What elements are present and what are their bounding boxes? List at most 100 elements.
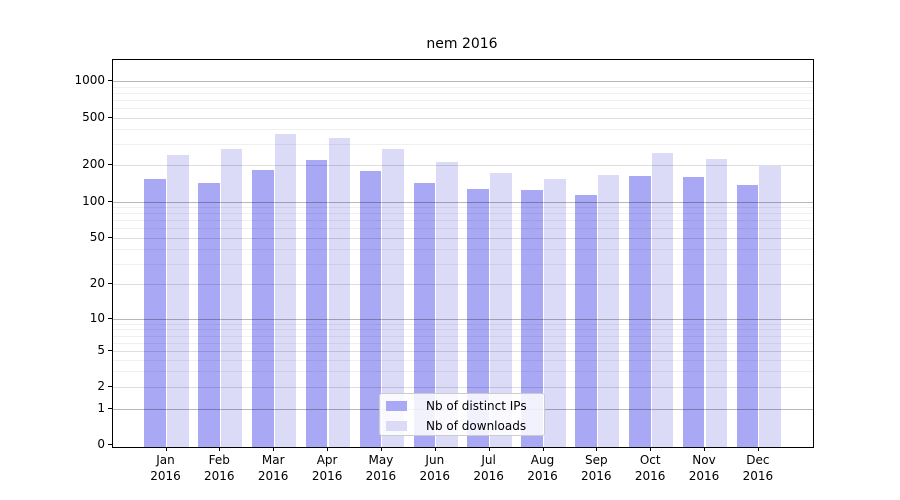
x-tick-apr xyxy=(327,447,329,451)
y-tick-1000 xyxy=(108,80,112,81)
x-tick-aug xyxy=(542,447,544,451)
plot-area xyxy=(112,59,814,448)
bar-nb-of-downloads-dec xyxy=(759,165,781,447)
y-tick-label-20: 20 xyxy=(89,276,105,290)
y-tick-label-1000: 1000 xyxy=(74,73,105,87)
x-tick-year-may: 2016 xyxy=(365,469,397,483)
x-tick-label-may: May 2016 xyxy=(349,452,413,484)
bar-nb-of-downloads-jun xyxy=(436,162,458,447)
legend: Nb of distinct IPs Nb of downloads xyxy=(379,393,545,436)
x-tick-label-mar: Mar 2016 xyxy=(241,452,305,484)
bar-nb-of-downloads-jul xyxy=(490,173,512,447)
x-tick-label-jun: Jun 2016 xyxy=(403,452,467,484)
x-tick-label-oct: Oct 2016 xyxy=(618,452,682,484)
x-tick-nov xyxy=(704,447,705,451)
chart-title: nem 2016 xyxy=(426,36,498,52)
gridline-1000 xyxy=(113,81,813,82)
x-tick-label-jan: Jan 2016 xyxy=(134,452,198,484)
bar-nb-of-downloads-may xyxy=(382,149,404,447)
x-tick-jun xyxy=(434,447,436,451)
x-tick-year-sep: 2016 xyxy=(581,469,612,483)
y-tick-label-0: 0 xyxy=(97,437,105,451)
bar-nb-of-distinct-ips-mar xyxy=(252,170,274,447)
x-tick-year-nov: 2016 xyxy=(688,469,720,483)
bar-nb-of-downloads-mar xyxy=(274,133,297,447)
bar-nb-of-downloads-aug xyxy=(544,179,566,447)
bar-nb-of-distinct-ips-jul xyxy=(467,188,489,447)
y-tick-200 xyxy=(108,164,112,166)
bar-nb-of-distinct-ips-apr xyxy=(305,160,328,447)
x-tick-label-jul: Jul 2016 xyxy=(457,452,521,484)
gridline-minor-400 xyxy=(113,129,813,131)
y-tick-label-500: 500 xyxy=(82,109,105,124)
y-tick-500 xyxy=(108,116,112,118)
x-tick-jan xyxy=(165,447,167,451)
bar-nb-of-downloads-feb xyxy=(220,149,243,447)
legend-label-downloads: Nb of downloads xyxy=(426,419,527,433)
bar-nb-of-distinct-ips-nov xyxy=(682,177,705,447)
x-tick-year-jul: 2016 xyxy=(473,469,504,483)
y-tick-0 xyxy=(108,444,112,445)
x-tick-oct xyxy=(650,447,652,451)
gridline-minor-600 xyxy=(113,108,813,109)
legend-swatch-distinct-ips xyxy=(386,401,407,411)
x-tick-year-feb: 2016 xyxy=(204,469,235,483)
x-tick-label-aug: Aug 2016 xyxy=(511,452,575,484)
x-tick-label-dec: Dec 2016 xyxy=(726,452,790,484)
x-tick-label-sep: Sep 2016 xyxy=(564,452,628,484)
x-tick-dec xyxy=(757,447,759,451)
x-tick-year-apr: 2016 xyxy=(311,469,343,483)
gridline-minor-700 xyxy=(113,99,813,101)
x-tick-year-oct: 2016 xyxy=(634,469,666,483)
legend-item-downloads: Nb of downloads xyxy=(380,416,544,436)
bar-nb-of-downloads-sep xyxy=(597,175,620,447)
bar-nb-of-distinct-ips-aug xyxy=(521,190,543,447)
x-tick-sep xyxy=(596,447,598,451)
bar-nb-of-distinct-ips-jan xyxy=(144,178,166,447)
x-tick-may xyxy=(380,447,382,451)
legend-item-distinct-ips: Nb of distinct IPs xyxy=(380,396,544,416)
y-tick-20 xyxy=(108,283,112,284)
y-tick-label-100: 100 xyxy=(82,193,105,208)
bar-nb-of-distinct-ips-may xyxy=(359,170,382,447)
x-tick-feb xyxy=(219,447,221,451)
y-tick-10 xyxy=(108,318,112,319)
x-tick-year-jun: 2016 xyxy=(419,469,451,483)
y-tick-2 xyxy=(108,386,112,387)
y-tick-5 xyxy=(108,350,112,351)
bar-nb-of-distinct-ips-oct xyxy=(629,176,651,447)
x-tick-year-mar: 2016 xyxy=(257,469,289,483)
bar-nb-of-downloads-oct xyxy=(651,153,674,447)
y-tick-1 xyxy=(108,408,112,409)
x-tick-year-dec: 2016 xyxy=(742,469,774,483)
y-tick-label-200: 200 xyxy=(82,157,105,172)
gridline-500 xyxy=(113,117,813,119)
x-tick-mar xyxy=(273,447,275,451)
y-tick-label-1: 1 xyxy=(97,401,105,415)
y-tick-label-50: 50 xyxy=(89,229,105,244)
bar-nb-of-downloads-nov xyxy=(705,159,728,447)
bar-nb-of-distinct-ips-feb xyxy=(198,182,220,447)
x-tick-year-jan: 2016 xyxy=(150,469,181,483)
x-tick-label-apr: Apr 2016 xyxy=(295,452,359,484)
y-tick-100 xyxy=(108,200,112,202)
x-tick-year-aug: 2016 xyxy=(527,469,558,483)
bar-nb-of-downloads-jan xyxy=(167,155,189,447)
legend-swatch-downloads xyxy=(386,421,407,431)
y-tick-label-5: 5 xyxy=(97,343,105,357)
gridline-minor-900 xyxy=(113,86,813,88)
bar-nb-of-distinct-ips-jun xyxy=(413,182,436,447)
x-tick-jul xyxy=(488,447,490,451)
bar-nb-of-distinct-ips-dec xyxy=(736,184,759,447)
bar-nb-of-distinct-ips-sep xyxy=(575,195,597,447)
x-tick-label-nov: Nov 2016 xyxy=(672,452,736,484)
y-tick-label-2: 2 xyxy=(97,379,105,393)
y-tick-label-10: 10 xyxy=(89,311,105,325)
bar-nb-of-downloads-apr xyxy=(328,137,351,447)
gridline-minor-300 xyxy=(113,144,813,146)
legend-label-distinct-ips: Nb of distinct IPs xyxy=(426,399,527,413)
x-tick-label-feb: Feb 2016 xyxy=(187,452,251,484)
gridline-minor-800 xyxy=(113,92,813,94)
y-tick-50 xyxy=(108,236,112,238)
